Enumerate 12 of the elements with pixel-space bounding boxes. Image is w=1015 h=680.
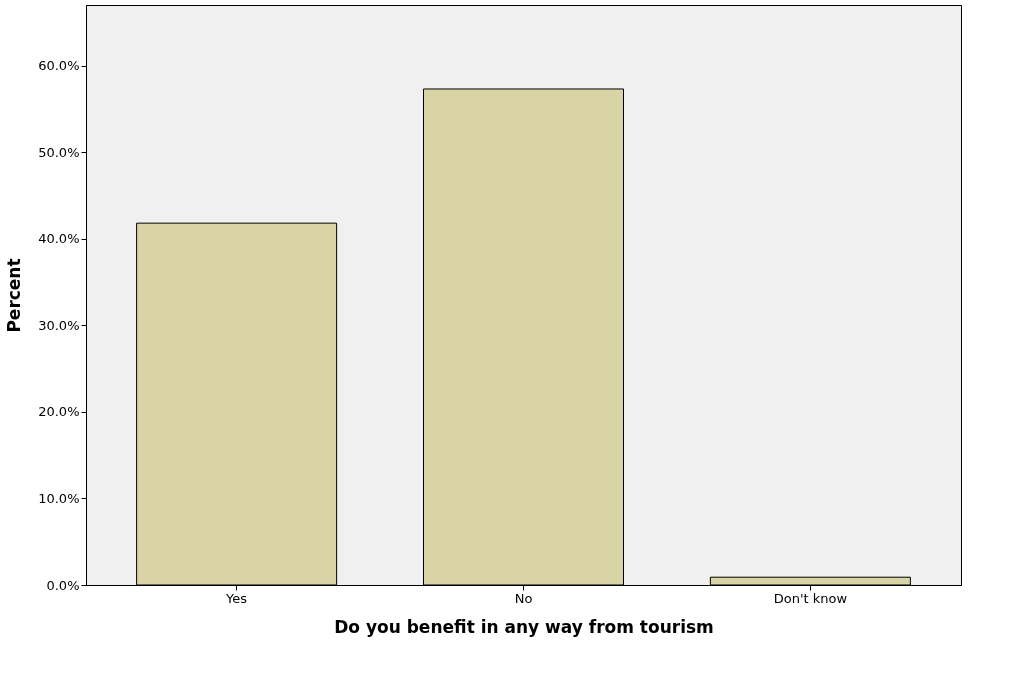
y-tick-label: 60.0% bbox=[38, 58, 80, 74]
y-tick-label: 50.0% bbox=[38, 144, 80, 160]
y-tick-label: 20.0% bbox=[38, 404, 80, 420]
y-axis-title: Percent bbox=[4, 258, 25, 333]
y-tick-label: 10.0% bbox=[38, 490, 80, 506]
x-axis-title: Do you benefit in any way from tourism bbox=[334, 616, 714, 637]
y-tick-label: 30.0% bbox=[38, 317, 80, 333]
y-tick-label: 0.0% bbox=[46, 577, 80, 593]
x-tick-label: Yes bbox=[225, 590, 248, 606]
x-tick-label: No bbox=[514, 590, 533, 606]
y-tick-label: 40.0% bbox=[38, 231, 80, 247]
x-tick-label: Don't know bbox=[773, 590, 848, 606]
